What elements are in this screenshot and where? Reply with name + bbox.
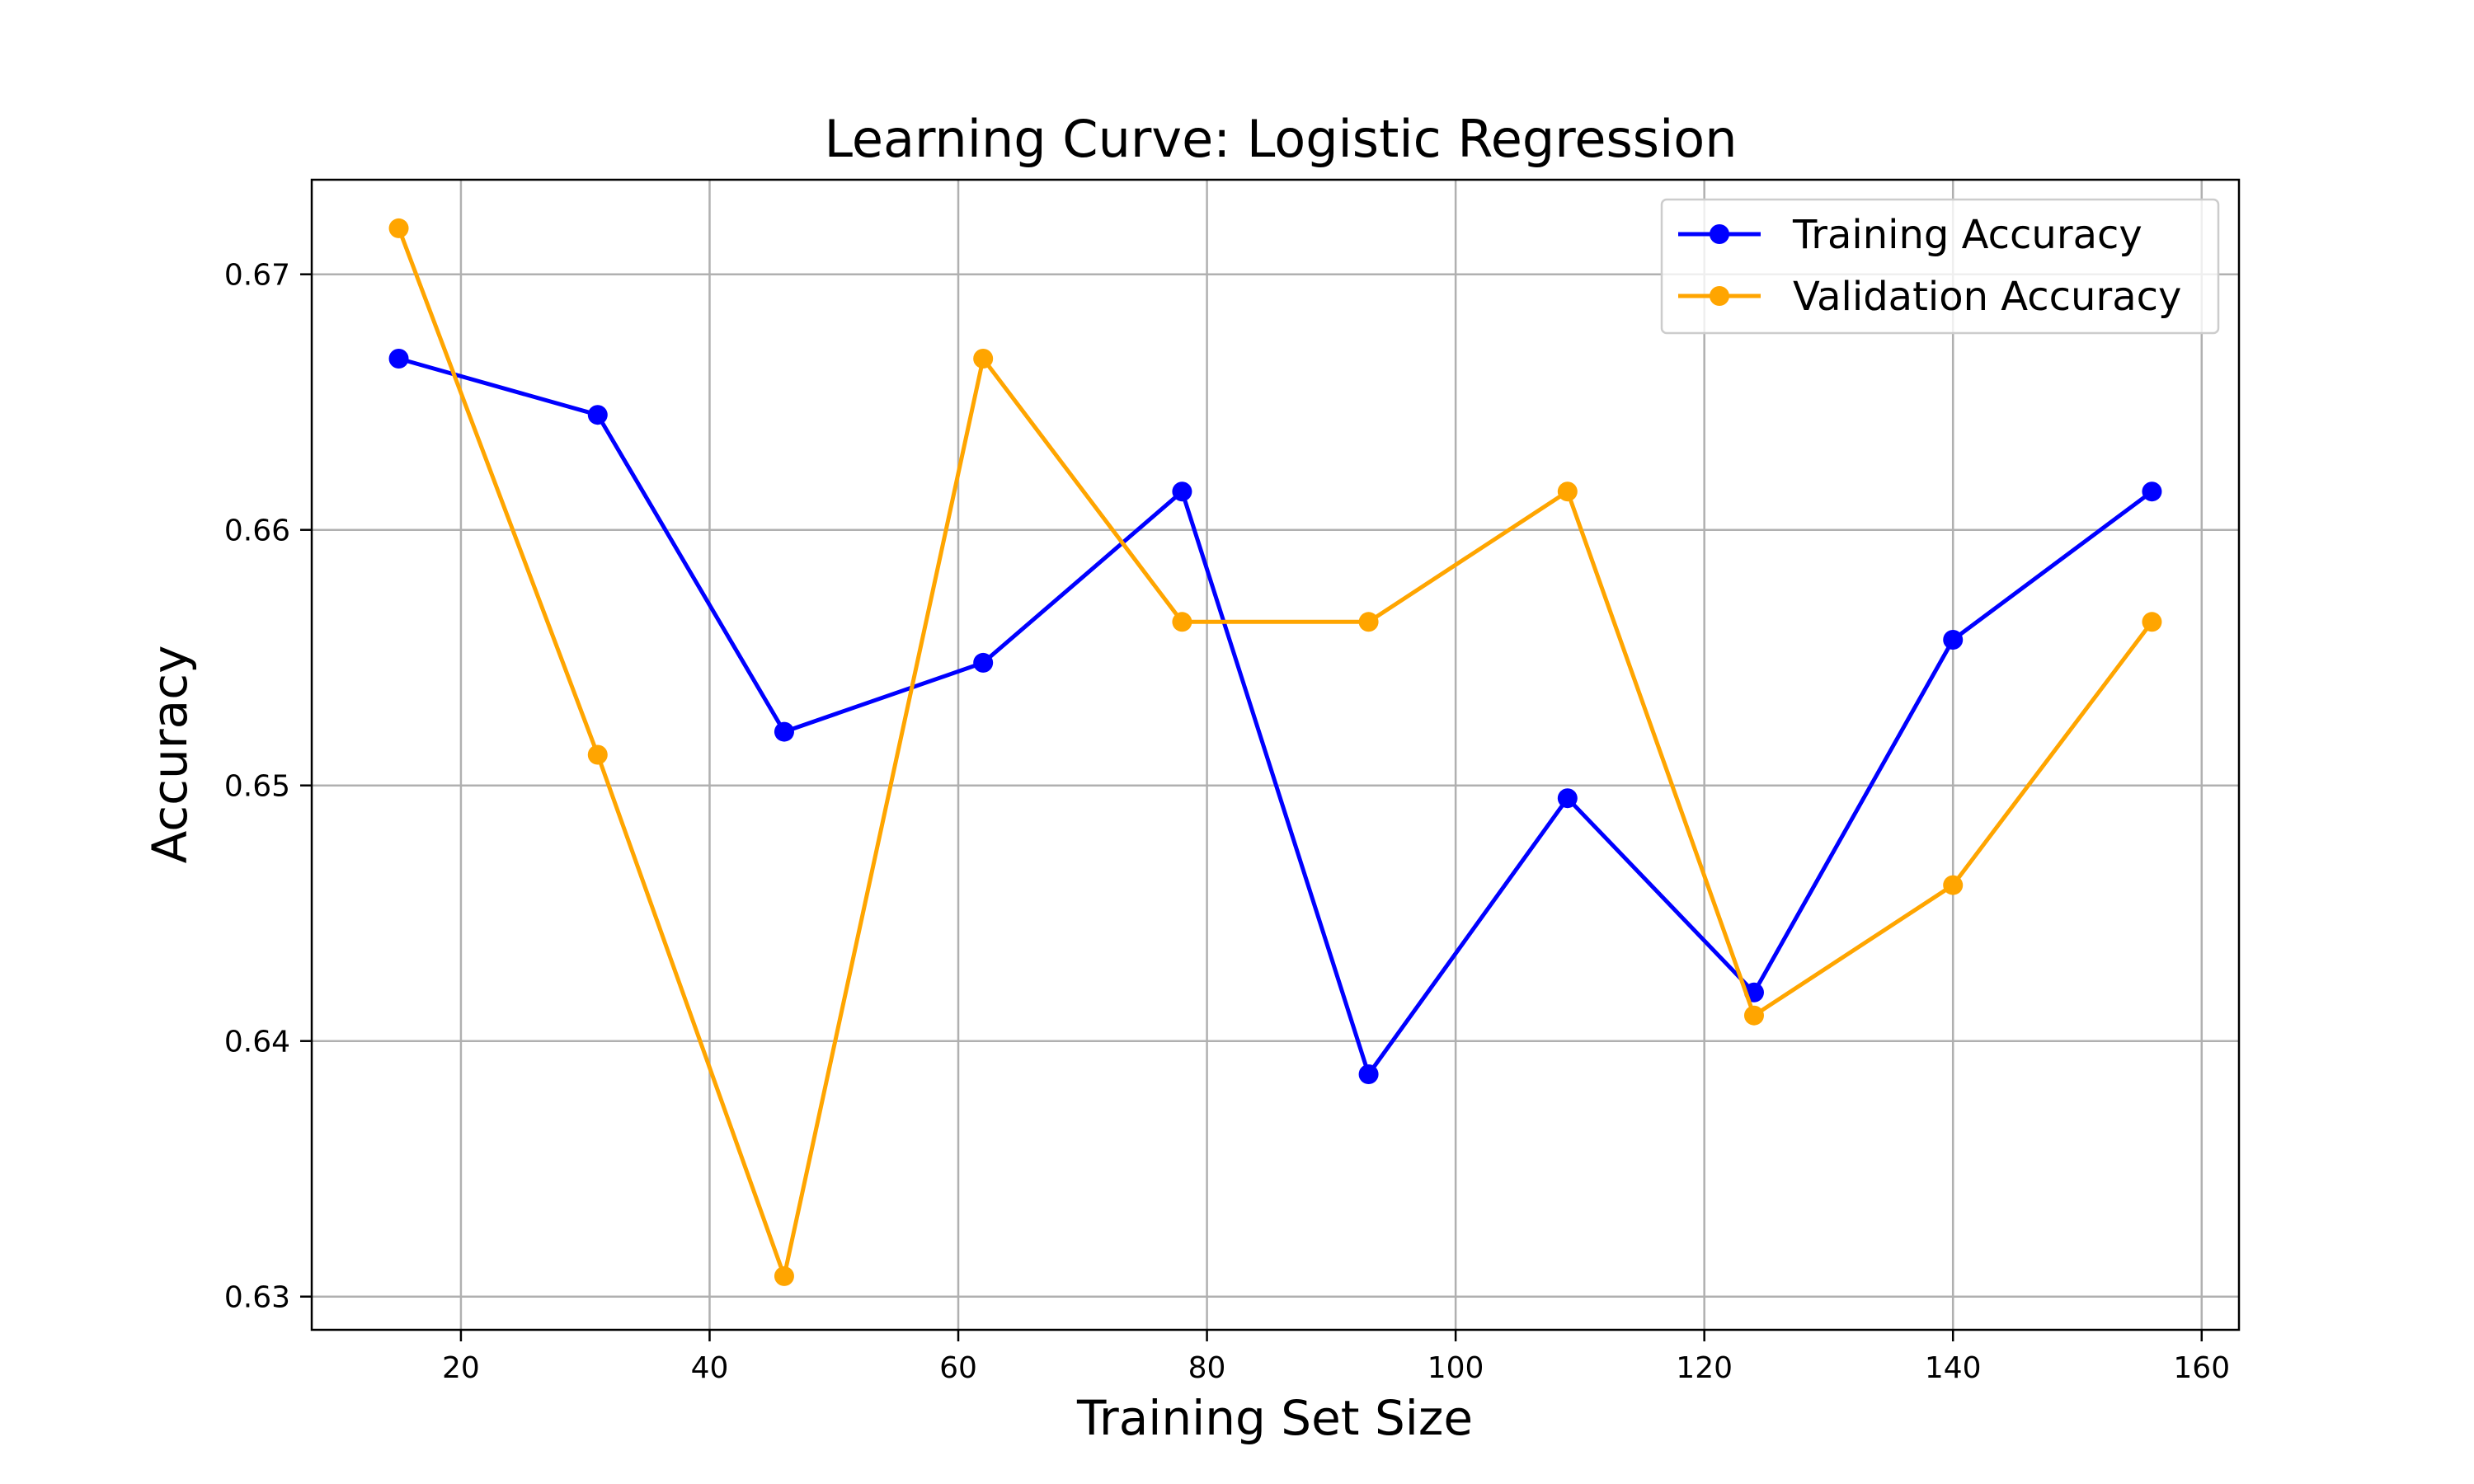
y-tick-label: 0.66 [224,514,290,548]
legend: Training Accuracy Validation Accuracy [1660,198,2220,335]
legend-entry-training-accuracy: Training Accuracy [1678,212,2142,258]
y-tick-label: 0.64 [224,1026,290,1059]
legend-box [1660,198,2220,335]
y-tick-label: 0.67 [224,259,290,293]
validation-accuracy-line [397,228,2154,1279]
validation-accuracy-point [1943,875,1964,895]
legend-label: Validation Accuracy [1793,274,2181,320]
training-accuracy-line [397,356,2153,1077]
training-accuracy-point [388,349,409,369]
y-tick-label: 0.65 [224,770,290,804]
training-accuracy-point [1172,481,1192,502]
x-tick-label: 160 [2173,1351,2230,1385]
x-tick-label: 40 [691,1351,729,1385]
training-accuracy-point [973,652,994,673]
validation-accuracy-point [2142,612,2162,632]
validation-accuracy-point [1358,612,1379,632]
x-axis-label: Training Set Size [1076,1390,1473,1446]
x-tick-label: 120 [1676,1351,1733,1385]
validation-accuracy-point [1172,612,1192,632]
training-accuracy-point [587,405,608,425]
training-accuracy-point [774,721,794,742]
training-accuracy-point [1358,1064,1379,1084]
chart-title: Learning Curve: Logistic Regression [824,109,1737,169]
training-accuracy-point [2142,481,2162,502]
training-accuracy-point [1557,788,1578,809]
validation-accuracy-point [1743,1005,1764,1026]
legend-entry-validation-accuracy: Validation Accuracy [1678,274,2181,320]
training-accuracy-point [1943,630,1964,650]
validation-accuracy-point [587,744,608,765]
x-tick-label: 80 [1188,1351,1226,1385]
x-tick-label: 60 [939,1351,977,1385]
legend-label: Training Accuracy [1792,212,2142,258]
x-axis: 20 40 60 80 100 120 140 160 [442,1330,2230,1385]
legend-marker [1710,224,1729,244]
validation-accuracy-point [774,1266,794,1286]
validation-accuracy-point [1557,481,1578,502]
legend-marker [1710,286,1729,306]
series-layer [388,218,2162,1286]
x-tick-label: 100 [1427,1351,1484,1385]
training-accuracy-series [388,349,2162,1084]
validation-accuracy-point [388,218,409,238]
x-tick-label: 140 [1925,1351,1982,1385]
validation-accuracy-point [973,349,994,369]
y-tick-label: 0.63 [224,1281,290,1315]
validation-accuracy-series [388,218,2162,1286]
y-axis-label: Accuracy [142,646,198,864]
plot-frame [310,178,2241,1331]
x-tick-label: 20 [442,1351,480,1385]
y-axis: 0.63 0.64 0.65 0.66 0.67 [224,259,312,1315]
